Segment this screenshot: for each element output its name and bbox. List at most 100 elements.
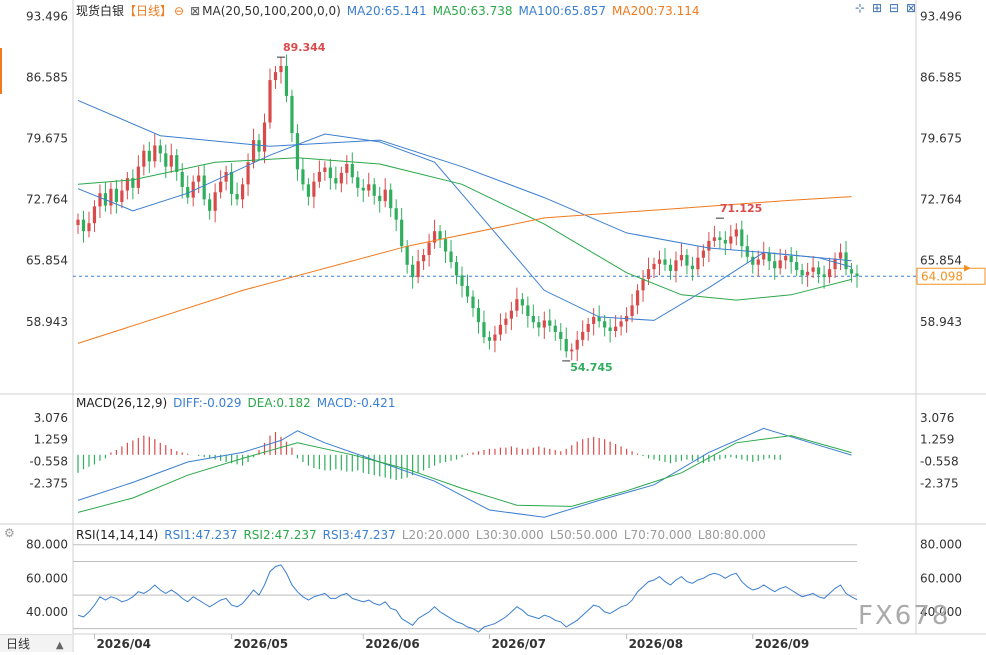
candle-body [268,80,272,123]
candle-body [751,256,755,265]
period-tab[interactable]: 日线 ▲ [0,634,72,652]
candle-body [696,257,700,270]
rsi-tick-right: 40.000 [920,605,962,619]
candle-body [509,310,513,319]
high-annotation: 89.344 [283,41,326,54]
candle-body [685,255,689,266]
candle-body [345,164,349,173]
candle-body [273,72,278,81]
crosshair-icon[interactable]: ⊹ [854,1,866,15]
macd-dea-line [77,435,852,513]
candle-body [136,166,140,188]
y-tick-left: 65.854 [26,254,68,268]
rsi2-value: RSI2:47.237 [243,528,317,542]
candle-body [822,274,826,278]
candle-body [674,260,678,271]
candle-body [635,290,640,306]
rsi-l80-value: L80:80.000 [697,528,766,542]
candle-body [180,171,184,187]
y-tick-right: 72.764 [920,193,962,207]
candle-body [339,172,343,184]
y-tick-right: 93.496 [920,9,962,23]
rsi-header: RSI(14,14,14) RSI1:47.237 RSI2:47.237 RSI3:… [76,528,772,542]
rsi-l70-value: L70:70.000 [623,528,692,542]
candle-body [778,260,782,269]
candle-body [262,122,267,152]
y-tick-right: 86.585 [920,71,962,85]
minus-icon[interactable]: ⊟ [888,1,900,15]
candle-body [290,95,294,134]
y-tick-right: 58.943 [920,315,962,329]
candle-body [707,240,711,251]
y-tick-right: 79.675 [920,132,962,146]
period-selector[interactable]: 【日线】 [124,4,173,18]
y-tick-left: 72.764 [26,193,68,207]
candle-body [372,184,376,196]
ma-line-ma200 [77,196,852,344]
candle-body [646,269,651,279]
candle-body [284,65,289,96]
candle-body [520,299,524,306]
low-annotation: 54.745 [570,361,612,374]
candle-body [394,208,398,220]
candle-body [679,255,684,261]
macd-tick-left: 1.259 [34,433,68,447]
candle-body [120,190,124,202]
candle-body [460,275,464,286]
rsi1-value: RSI1:47.237 [164,528,238,542]
instrument-name: 现货白银 [76,4,125,18]
candle-body [98,193,102,207]
candle-body [383,189,387,202]
candle-body [526,305,530,316]
candle-body [789,255,793,263]
candle-body [432,231,437,243]
candle-body [712,237,716,241]
y-tick-left: 86.585 [26,71,68,85]
candle-body [219,181,223,193]
candle-body [570,349,574,352]
candle-body [619,321,623,327]
tiles-icon[interactable]: ⊞ [871,1,883,15]
rsi-l20-value: L20:20.000 [401,528,470,542]
candle-body [701,250,705,258]
gear-icon[interactable]: ⚙ [4,526,15,540]
settings-circle-icon[interactable]: ⊖ [174,4,185,18]
candle-body [449,251,453,263]
candle-body [191,181,195,198]
candle-body [378,195,382,202]
left-edge-marker [0,48,2,94]
x-tick-label: 2026/04 [96,637,150,651]
candle-body [356,177,360,188]
local-high-annotation: 71.125 [720,202,762,215]
candle-body [652,263,656,270]
candle-body [515,299,519,311]
candle-body [92,206,97,224]
x-tick-label: 2026/07 [491,637,545,651]
candle-body [723,240,727,244]
candle-body [630,305,634,316]
candle-body [608,327,612,332]
close-icon[interactable]: ⊠ [905,1,917,15]
candle-body [251,140,256,163]
candle-body [575,339,579,350]
candle-body [208,199,212,211]
macd-macd-value: MACD:-0.421 [316,396,396,410]
candle-body [257,140,261,152]
macd-tick-left: 3.076 [34,411,68,425]
candle-body [323,167,327,172]
ma200-value: MA200:73.114 [612,4,700,18]
candle-body [438,231,442,240]
candle-body [279,65,283,73]
candle-body [827,269,832,278]
candle-body [614,326,618,332]
candle-body [454,262,459,276]
rsi-tick-left: 80.000 [26,538,68,552]
candle-body [164,153,168,167]
candle-body [235,194,239,200]
y-tick-left: 79.675 [26,132,68,146]
candle-body [158,145,162,154]
candle-body [312,181,316,197]
candle-body [422,255,426,262]
